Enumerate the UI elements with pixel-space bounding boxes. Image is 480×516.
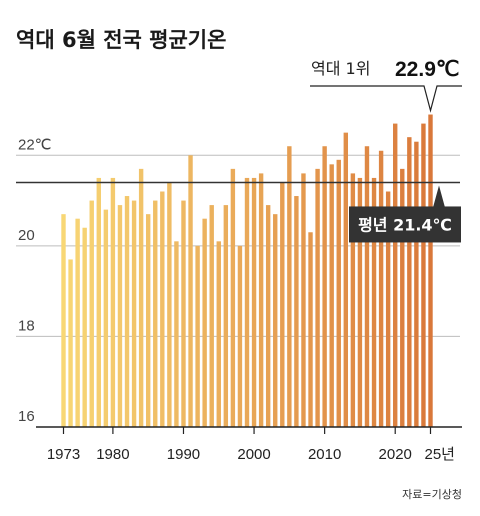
chart-title: 역대 6월 전국 평균기온 <box>16 28 226 52</box>
x-tick-label: 25년 <box>425 446 456 463</box>
bar <box>61 214 66 427</box>
bar <box>393 123 398 427</box>
bar <box>195 245 200 427</box>
bar <box>174 241 179 427</box>
bar <box>82 227 87 427</box>
bar <box>343 132 349 427</box>
bar <box>400 168 405 427</box>
bar <box>167 182 172 427</box>
record-callout-line <box>310 85 462 113</box>
x-axis-ticks: 1973 1980 1990 2000 2010 2020 25년 <box>47 427 455 463</box>
record-label: 역대 1위 <box>311 59 370 78</box>
x-tick-label: 1990 <box>167 446 200 463</box>
y-axis-ticks: 16 18 20 22℃ <box>18 136 52 425</box>
bar <box>110 177 116 427</box>
bar <box>188 155 193 428</box>
x-tick-label: 2020 <box>379 446 412 463</box>
average-box-bg <box>349 206 461 243</box>
x-tick-label: 1980 <box>96 446 129 463</box>
bar <box>131 200 137 427</box>
y-tick-label: 22℃ <box>18 136 52 153</box>
bar <box>223 205 229 427</box>
bar <box>124 196 130 427</box>
bar <box>280 182 285 427</box>
y-tick-label: 20 <box>18 227 35 244</box>
bar <box>378 150 384 427</box>
bar <box>421 123 426 427</box>
bar <box>265 205 271 427</box>
bar <box>251 177 257 427</box>
bar <box>364 146 370 428</box>
bar <box>153 200 158 427</box>
bars <box>61 114 433 428</box>
bar <box>202 218 207 427</box>
bar <box>329 164 334 427</box>
average-pointer <box>433 185 445 208</box>
average-label-box: 평년 21.4℃ <box>349 185 461 243</box>
y-tick-label: 18 <box>18 317 35 334</box>
bar <box>407 137 412 428</box>
bar <box>308 232 313 427</box>
source-credit: 자료=기상청 <box>402 488 462 501</box>
average-label: 평년 21.4℃ <box>358 215 452 234</box>
bar <box>244 177 250 427</box>
y-tick-label: 16 <box>18 408 35 425</box>
bar <box>357 177 363 427</box>
bar <box>75 218 80 427</box>
bar <box>385 191 391 427</box>
bar <box>350 173 356 427</box>
bar <box>89 200 94 427</box>
bar <box>294 196 299 427</box>
bar <box>322 146 327 428</box>
bar <box>160 191 165 427</box>
x-tick-label: 2010 <box>308 446 341 463</box>
record-callout: 역대 1위 22.9℃ <box>310 58 462 113</box>
bar <box>371 177 377 427</box>
x-tick-label: 2000 <box>237 446 270 463</box>
bar <box>117 205 123 427</box>
bar <box>145 214 151 427</box>
bar <box>68 259 73 427</box>
bar <box>216 241 221 427</box>
bar <box>138 168 144 427</box>
x-tick-label: 1973 <box>47 446 80 463</box>
bar <box>301 173 306 427</box>
bar <box>414 141 419 427</box>
bar <box>336 159 341 427</box>
bar <box>209 205 214 427</box>
bar <box>230 168 236 427</box>
bar <box>103 209 109 427</box>
bar <box>181 200 186 427</box>
bar <box>258 173 264 427</box>
record-value: 22.9℃ <box>395 58 459 81</box>
bar <box>96 177 101 427</box>
bar <box>273 214 278 427</box>
bar <box>287 146 292 428</box>
bar <box>428 114 433 427</box>
bar <box>237 245 243 427</box>
bar <box>315 168 320 427</box>
